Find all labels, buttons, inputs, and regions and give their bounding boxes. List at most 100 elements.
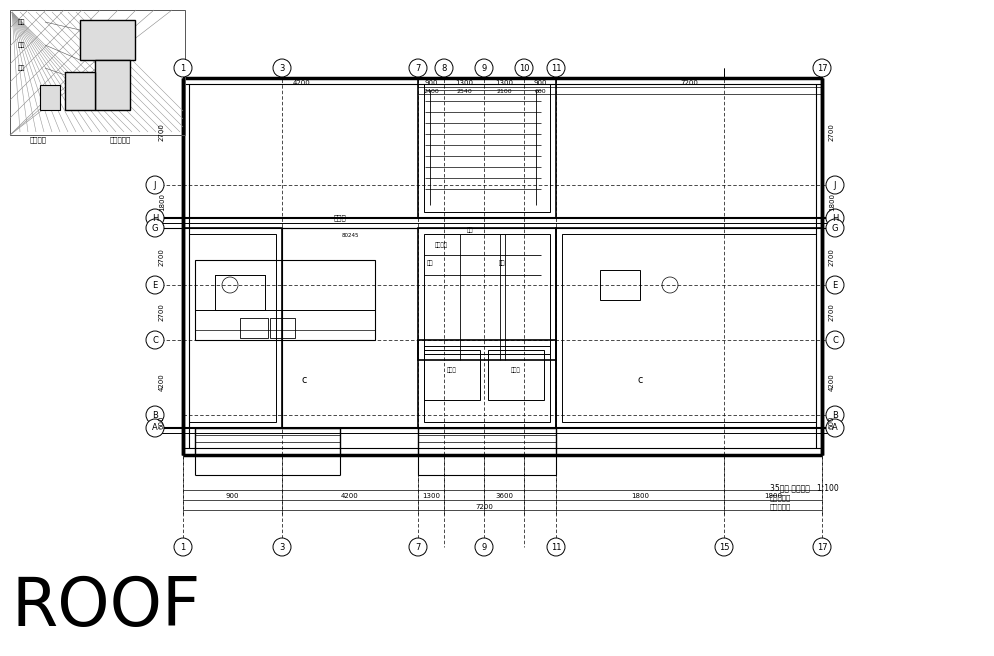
Text: 80245: 80245 xyxy=(341,232,359,237)
Text: 8: 8 xyxy=(441,64,446,73)
Circle shape xyxy=(825,276,843,294)
Text: J: J xyxy=(154,180,156,190)
Bar xyxy=(269,318,294,338)
Text: 电梯厅: 电梯厅 xyxy=(333,215,346,221)
Text: 900: 900 xyxy=(225,493,239,499)
Text: E: E xyxy=(832,281,837,289)
Text: 15: 15 xyxy=(718,543,729,552)
Bar xyxy=(215,275,264,310)
Bar xyxy=(189,234,275,422)
Text: 9: 9 xyxy=(481,543,486,552)
Circle shape xyxy=(272,538,290,556)
Text: 建筑施工图: 建筑施工图 xyxy=(110,136,131,143)
Text: 1: 1 xyxy=(180,543,186,552)
Circle shape xyxy=(715,538,733,556)
Text: G: G xyxy=(152,224,158,232)
Text: 电梯: 电梯 xyxy=(498,260,505,266)
Bar xyxy=(94,60,130,110)
Bar xyxy=(417,228,556,360)
Text: 35号楼 层平面图   1:100: 35号楼 层平面图 1:100 xyxy=(769,483,838,493)
Circle shape xyxy=(515,59,533,77)
Text: 11: 11 xyxy=(551,543,561,552)
Text: 900: 900 xyxy=(533,80,546,86)
Bar xyxy=(10,10,185,135)
Text: ROOF: ROOF xyxy=(12,574,201,640)
Text: 1800: 1800 xyxy=(828,193,834,211)
Text: 2700: 2700 xyxy=(159,303,165,321)
Text: 总平面图: 总平面图 xyxy=(30,136,47,143)
Circle shape xyxy=(812,59,830,77)
Circle shape xyxy=(547,59,565,77)
Bar xyxy=(556,228,821,428)
Text: 2700: 2700 xyxy=(828,248,834,266)
Bar xyxy=(417,340,556,428)
Circle shape xyxy=(146,419,164,437)
Bar xyxy=(417,78,556,218)
Text: B: B xyxy=(152,411,158,419)
Text: 10: 10 xyxy=(518,64,529,73)
Circle shape xyxy=(812,538,830,556)
Bar xyxy=(183,228,281,428)
Circle shape xyxy=(272,59,290,77)
Circle shape xyxy=(174,59,192,77)
Text: 标准层: 标准层 xyxy=(511,367,520,373)
Circle shape xyxy=(825,176,843,194)
Bar xyxy=(40,85,60,110)
Circle shape xyxy=(547,538,565,556)
Text: J: J xyxy=(833,180,835,190)
Text: 2540: 2540 xyxy=(455,89,471,94)
Text: 2700: 2700 xyxy=(159,248,165,266)
Text: c: c xyxy=(637,375,642,385)
Text: 本栋: 本栋 xyxy=(18,42,26,48)
Circle shape xyxy=(474,538,492,556)
Text: 1300: 1300 xyxy=(421,493,439,499)
Text: 2700: 2700 xyxy=(828,303,834,321)
Circle shape xyxy=(146,406,164,424)
Text: 3: 3 xyxy=(279,543,284,552)
Text: 标准层: 标准层 xyxy=(446,367,456,373)
Text: 1800: 1800 xyxy=(630,493,648,499)
Text: 7: 7 xyxy=(414,543,420,552)
Text: 建筑面积：: 建筑面积： xyxy=(769,495,790,501)
Text: 电梯: 电梯 xyxy=(426,260,432,266)
Text: C: C xyxy=(831,335,837,344)
Text: H: H xyxy=(152,213,158,222)
Text: 17: 17 xyxy=(816,543,826,552)
Circle shape xyxy=(474,59,492,77)
Text: 7: 7 xyxy=(414,64,420,73)
Text: A: A xyxy=(152,424,158,432)
Text: 600: 600 xyxy=(159,415,165,429)
Text: 3600: 3600 xyxy=(494,493,513,499)
Bar xyxy=(423,346,550,422)
Text: 2700: 2700 xyxy=(828,123,834,141)
Text: 7200: 7200 xyxy=(474,504,492,510)
Circle shape xyxy=(146,331,164,349)
Circle shape xyxy=(409,59,426,77)
Text: 1800: 1800 xyxy=(159,193,165,211)
Text: B: B xyxy=(831,411,837,419)
Circle shape xyxy=(434,59,452,77)
Text: 600: 600 xyxy=(828,415,834,429)
Text: E: E xyxy=(152,281,157,289)
Text: 总面: 总面 xyxy=(18,19,26,25)
Bar xyxy=(195,260,375,340)
Text: 本层: 本层 xyxy=(18,65,26,71)
Bar xyxy=(562,234,815,422)
Bar xyxy=(599,270,639,300)
Bar xyxy=(65,72,94,110)
Text: 17: 17 xyxy=(816,64,826,73)
Text: 1800: 1800 xyxy=(763,493,781,499)
Text: 前室: 前室 xyxy=(466,227,473,233)
Circle shape xyxy=(409,538,426,556)
Circle shape xyxy=(146,176,164,194)
Text: 7200: 7200 xyxy=(679,80,697,86)
Text: 4200: 4200 xyxy=(293,80,310,86)
Circle shape xyxy=(174,538,192,556)
Bar xyxy=(417,428,556,455)
Text: 11: 11 xyxy=(551,64,561,73)
Bar xyxy=(240,318,267,338)
Text: 3: 3 xyxy=(279,64,284,73)
Bar xyxy=(423,234,550,354)
Circle shape xyxy=(825,419,843,437)
Bar xyxy=(215,275,264,310)
